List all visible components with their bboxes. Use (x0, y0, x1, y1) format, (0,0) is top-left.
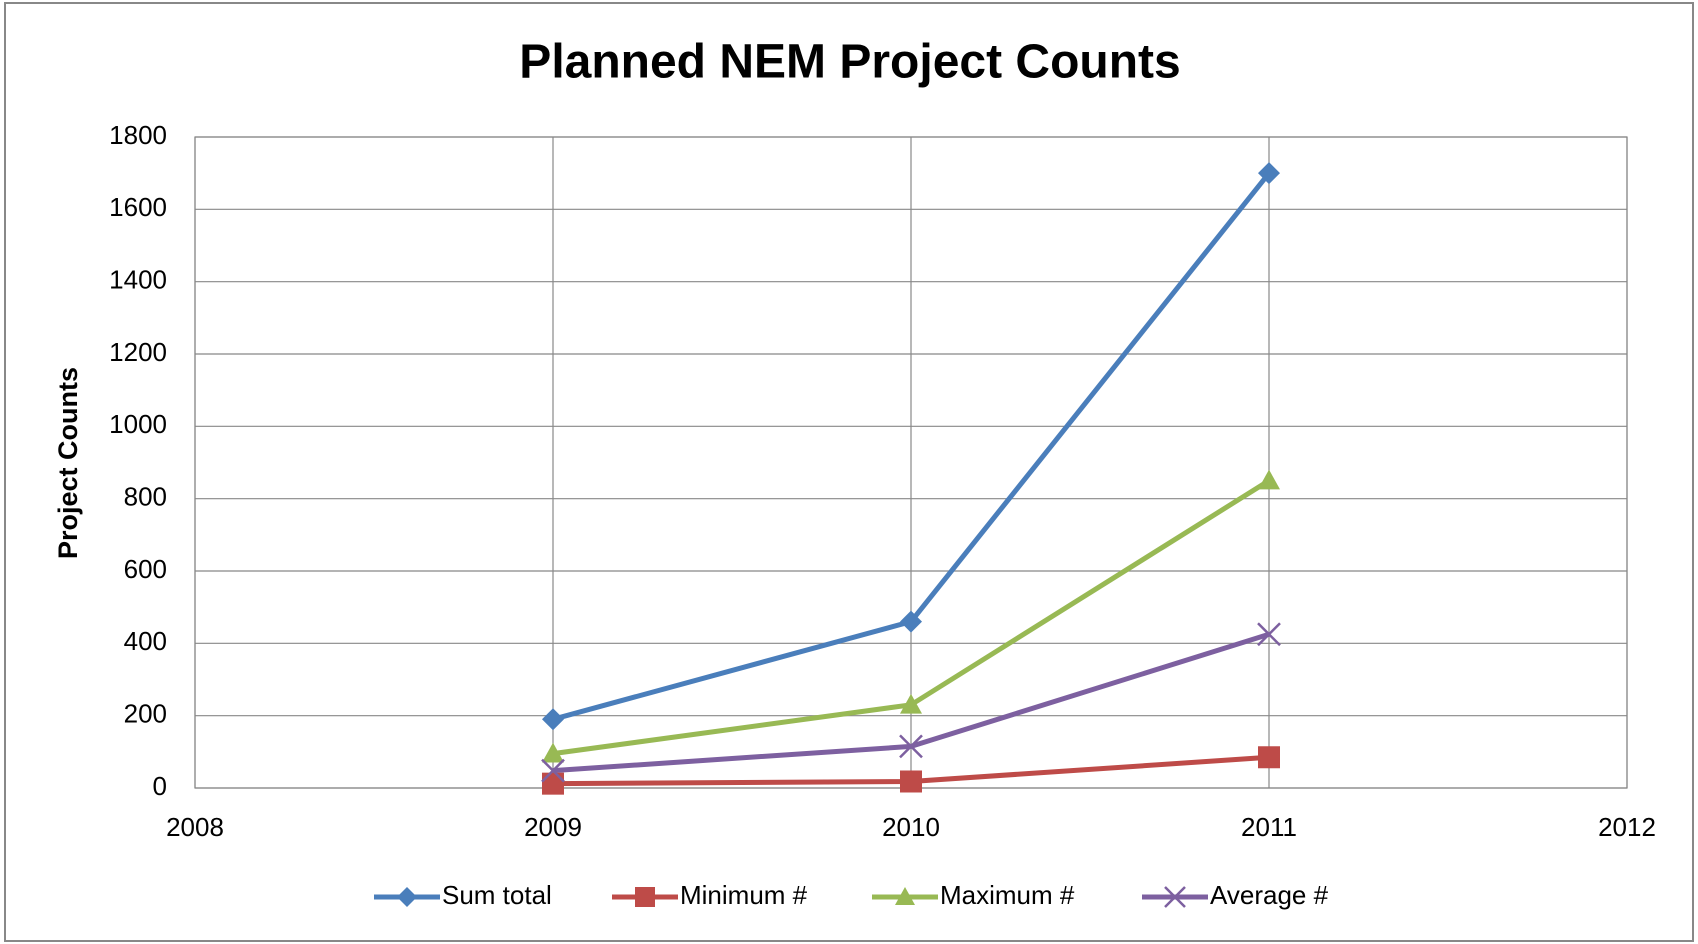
marker (900, 693, 922, 714)
marker (635, 887, 655, 907)
legend-label: Sum total (442, 880, 552, 910)
x-tick-label: 2012 (1598, 812, 1656, 842)
y-axis-label: Project Counts (53, 367, 83, 559)
marker (900, 770, 922, 793)
marker (542, 772, 564, 795)
chart-title: Planned NEM Project Counts (519, 36, 1180, 89)
x-tick-label: 2009 (524, 812, 582, 842)
marker (899, 734, 923, 759)
marker (397, 887, 417, 907)
y-tick-label: 1800 (109, 120, 167, 150)
x-tick-label: 2010 (882, 812, 940, 842)
y-tick-label: 200 (124, 699, 167, 729)
y-tick-label: 1200 (109, 337, 167, 367)
marker (1164, 886, 1186, 908)
y-tick-label: 1000 (109, 409, 167, 439)
marker (1258, 162, 1280, 185)
y-tick-label: 0 (153, 771, 167, 801)
marker (1258, 469, 1280, 490)
marker (1257, 622, 1281, 647)
x-tick-label: 2011 (1241, 812, 1297, 842)
legend-label: Average # (1210, 880, 1329, 910)
y-tick-label: 800 (124, 482, 167, 512)
legend-label: Maximum # (940, 880, 1075, 910)
x-tick-label: 2008 (166, 812, 224, 842)
legend-entry: Maximum # (872, 880, 1075, 910)
marker (1258, 746, 1280, 769)
marker (541, 758, 565, 783)
legend-label: Minimum # (680, 880, 808, 910)
marker (900, 610, 922, 633)
y-tick-label: 1400 (109, 265, 167, 295)
y-tick-label: 600 (124, 554, 167, 584)
legend-entry: Average # (1142, 880, 1329, 910)
y-tick-label: 400 (124, 626, 167, 656)
marker (542, 708, 564, 731)
marker (895, 887, 915, 905)
marker (542, 742, 564, 763)
y-tick-label: 1600 (109, 192, 167, 222)
